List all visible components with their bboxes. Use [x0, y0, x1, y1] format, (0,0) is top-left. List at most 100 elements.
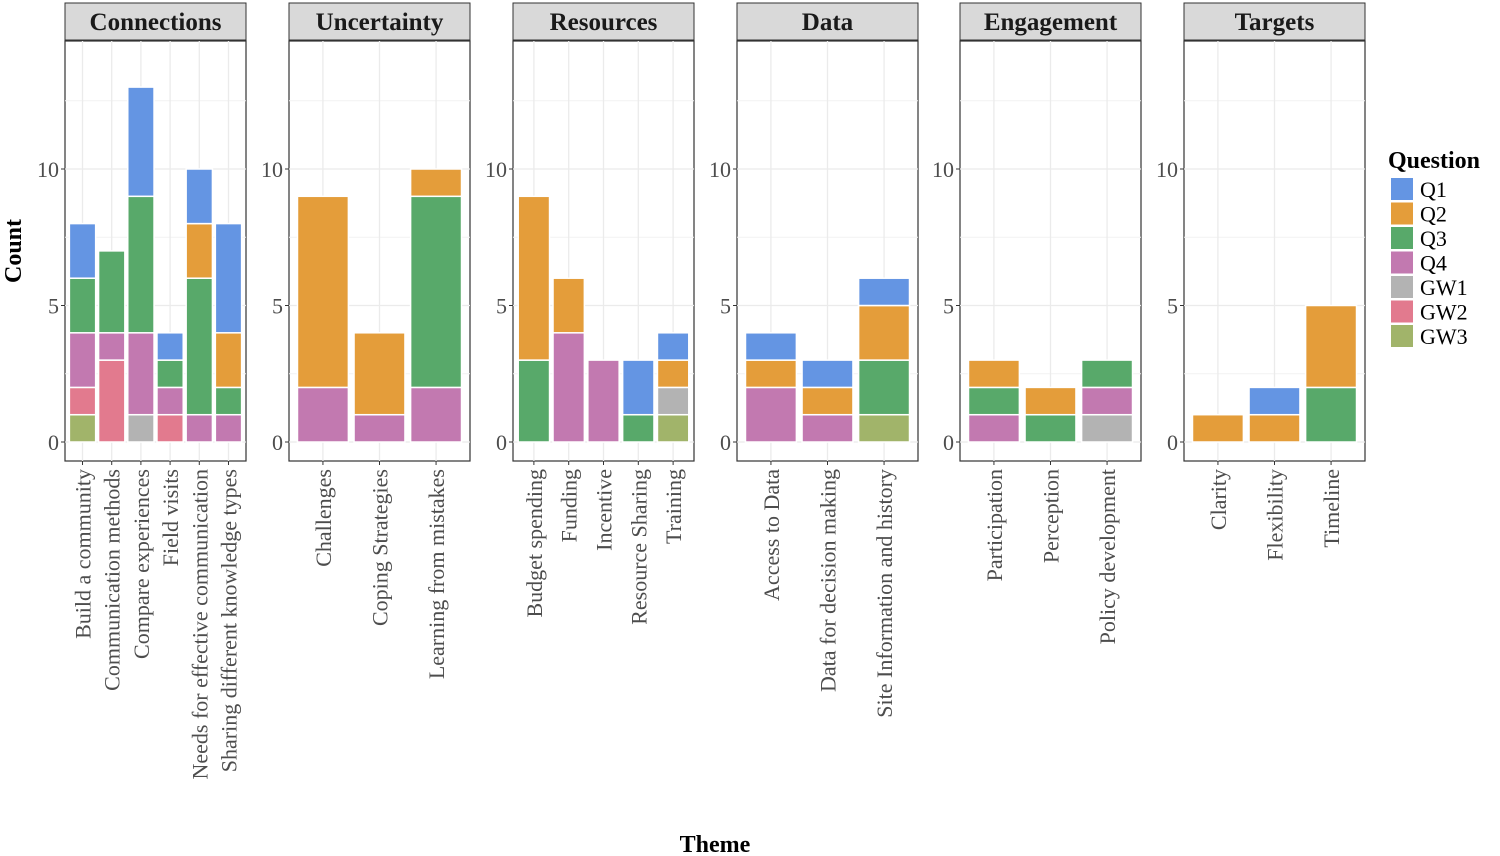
bar-segment-q2: [353, 332, 406, 416]
y-tick-label: 0: [496, 430, 507, 455]
x-tick-label: Challenges: [311, 469, 336, 567]
x-tick-label: Sharing different knowledge types: [216, 469, 241, 772]
legend-label: Q4: [1420, 251, 1447, 276]
bar-segment-q3: [1304, 386, 1358, 443]
legend-key-q2: [1391, 202, 1413, 225]
bar-segment-q3: [1080, 359, 1134, 389]
bar-segment-q1: [156, 332, 184, 361]
y-tick-label: 5: [720, 294, 731, 319]
x-tick-label: Site Information and history: [872, 469, 897, 718]
panel-connections: Connections 0 5 10 Build a community Communic…: [37, 2, 247, 780]
x-tick-label: Incentive: [592, 469, 617, 551]
x-tick-label: Access to Data: [759, 469, 784, 601]
bar-segment-gw1: [1080, 413, 1134, 443]
bar-segment-q3: [1024, 413, 1077, 443]
bar-segment-q4: [97, 332, 126, 361]
bar-segment-q2: [801, 386, 854, 416]
bar-segment-q2: [1248, 413, 1301, 443]
y-tick-label: 10: [709, 157, 731, 182]
bar-segment-q4: [744, 386, 798, 443]
bar-segment-gw3: [656, 413, 690, 443]
facet-strip: [959, 2, 1142, 41]
y-tick-label: 0: [272, 430, 283, 455]
y-tick-label: 5: [496, 294, 507, 319]
panel-engagement: Engagement 0 5 10 Participation Perception Pol…: [932, 2, 1142, 644]
bar-segment-q4: [587, 359, 620, 443]
y-tick-label: 10: [1156, 157, 1178, 182]
bar-segment-q2: [656, 359, 690, 389]
legend-key-gw2: [1391, 300, 1413, 323]
bar-segment-q3: [857, 359, 911, 416]
facet-strip: [64, 2, 247, 41]
legend-key-q4: [1391, 251, 1413, 274]
y-tick-label: 0: [48, 430, 59, 455]
panel-resources: Resources 0 5 10 Budget spending Funding Incen…: [485, 2, 695, 625]
x-tick-label: Flexibility: [1263, 469, 1288, 561]
facet-strip-label: Targets: [1235, 9, 1315, 36]
bar-segment-q4: [185, 413, 214, 443]
legend-label: Q1: [1420, 177, 1447, 202]
bar-segment-q2: [296, 195, 350, 389]
facet-strip: [1183, 2, 1366, 41]
legend-key-q3: [1391, 227, 1413, 249]
legend-key-gw3: [1391, 325, 1413, 347]
facet-strip-label: Resources: [550, 9, 658, 36]
x-tick-label: Training: [661, 469, 686, 544]
panel-targets: Targets 0 5 10 Clarity Flexibility Timeline: [1156, 2, 1366, 561]
x-tick-label: Policy development: [1095, 469, 1120, 644]
bar-segment-q3: [97, 250, 126, 334]
y-tick-label: 5: [272, 294, 283, 319]
bar-segment-gw2: [68, 386, 97, 416]
x-tick-label: Data for decision making: [816, 469, 841, 692]
bar-segment-q2: [185, 222, 214, 279]
bar-segment-q1: [621, 359, 655, 416]
x-tick-label: Clarity: [1206, 469, 1231, 530]
bar-segment-q4: [1080, 386, 1134, 416]
y-tick-label: 10: [485, 157, 507, 182]
bar-segment-q3: [621, 413, 655, 443]
y-tick-label: 5: [943, 294, 954, 319]
bar-segment-q1: [744, 332, 798, 361]
bar-segment-q1: [127, 86, 155, 198]
bar-segment-q1: [801, 359, 854, 389]
x-tick-label: Compare experiences: [129, 469, 154, 659]
legend-label: Q2: [1420, 202, 1447, 227]
bar-segment-q2: [744, 359, 798, 389]
x-axis-title: Theme: [680, 832, 751, 856]
bar-segment-q4: [214, 413, 243, 443]
x-tick-label: Field visits: [158, 469, 183, 566]
bar-segment-q3: [156, 359, 184, 389]
legend-label: GW1: [1420, 275, 1468, 300]
bar-segment-q1: [185, 168, 214, 225]
legend-key-gw1: [1391, 276, 1413, 298]
bar-segment-q3: [517, 359, 551, 443]
legend-label: GW3: [1420, 324, 1468, 349]
bar-segment-q4: [127, 332, 155, 416]
bar-segment-gw1: [127, 413, 155, 443]
x-tick-label: Learning from mistakes: [424, 469, 449, 679]
bar-segment-q1: [214, 222, 243, 334]
bar-segment-q4: [296, 386, 350, 443]
bar-segment-q2: [1191, 413, 1245, 443]
bar-segment-q1: [68, 222, 97, 279]
y-tick-label: 5: [48, 294, 59, 319]
bar-segment-q3: [409, 195, 463, 389]
bar-segment-q1: [1248, 386, 1301, 416]
x-tick-label: Perception: [1039, 469, 1064, 563]
bar-segment-q2: [967, 359, 1021, 389]
bar-segment-q4: [68, 332, 97, 389]
x-tick-label: Needs for effective communication: [187, 469, 212, 780]
facet-strip-label: Connections: [90, 9, 222, 36]
facet-strip-label: Data: [802, 9, 854, 36]
y-tick-label: 0: [720, 430, 731, 455]
x-tick-label: Resource Sharing: [626, 469, 651, 625]
y-tick-label: 0: [943, 430, 954, 455]
bar-segment-gw2: [97, 359, 126, 443]
facet-strip-label: Uncertainty: [316, 9, 444, 36]
x-tick-label: Timeline: [1319, 469, 1344, 548]
bar-segment-q3: [185, 277, 214, 416]
facet-panels: Connections 0 5 10 Build a community Communic…: [37, 2, 1366, 780]
x-tick-label: Build a community: [71, 469, 96, 639]
y-tick-label: 0: [1167, 430, 1178, 455]
